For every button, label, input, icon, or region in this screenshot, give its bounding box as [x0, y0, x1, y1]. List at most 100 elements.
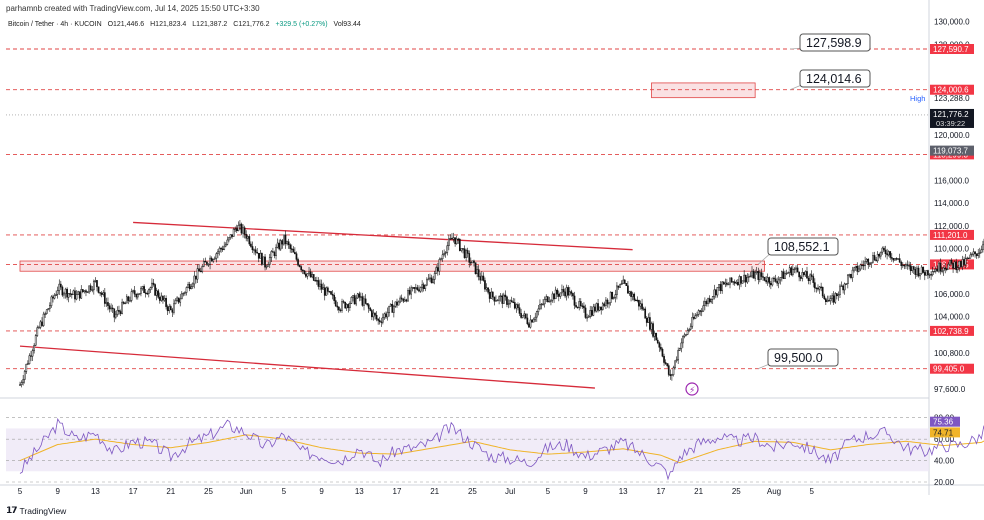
candle-body — [444, 252, 447, 254]
candle-body — [517, 304, 519, 308]
candle-body — [388, 305, 390, 313]
candle-body — [928, 274, 931, 276]
candle-body — [832, 295, 835, 303]
candle-body — [451, 237, 453, 240]
candle-body — [873, 255, 876, 261]
support-zone — [651, 82, 756, 99]
candle-body — [334, 300, 337, 307]
candle-body — [609, 291, 612, 303]
candle-body — [237, 225, 240, 232]
candle-body — [452, 237, 455, 240]
candle-body — [856, 265, 859, 272]
price-tick-label: 97,600.0 — [934, 385, 966, 394]
candle-body — [440, 258, 442, 260]
candle-body — [30, 355, 32, 357]
candle-body — [936, 268, 939, 272]
price-tick-label: 114,000.0 — [934, 199, 970, 208]
candle-body — [872, 255, 874, 263]
candle-body — [353, 295, 356, 305]
candle-body — [633, 293, 636, 301]
candle-body — [198, 268, 200, 272]
candle-body — [630, 291, 632, 297]
candle-body — [927, 270, 929, 276]
candle-body — [212, 259, 215, 262]
candle-body — [980, 249, 983, 254]
candle-body — [323, 287, 326, 296]
candle-body — [375, 314, 378, 320]
candle-body — [978, 252, 981, 254]
candle-body — [187, 284, 189, 288]
candle-body — [886, 253, 888, 256]
candle-body — [788, 267, 791, 273]
candle-body — [890, 257, 893, 259]
candle-body — [80, 289, 83, 299]
candle-body — [534, 316, 537, 320]
candle-body — [641, 303, 643, 310]
candle-body — [257, 252, 260, 259]
candle-body — [81, 289, 84, 292]
candle-body — [99, 292, 101, 294]
candle-body — [567, 287, 570, 296]
level-badge — [930, 259, 974, 270]
candle-body — [246, 236, 249, 239]
candle-body — [748, 276, 750, 278]
candle-body — [185, 287, 188, 293]
candle-body — [460, 248, 463, 251]
candle-body — [31, 350, 34, 357]
countdown-label: 03:39:22 — [936, 119, 965, 128]
candle-body — [229, 234, 232, 238]
callout-label: 108,552.1 — [774, 240, 830, 254]
candle-body — [562, 289, 565, 293]
candle-body — [554, 289, 557, 300]
candle-body — [691, 316, 694, 327]
candle-body — [147, 289, 150, 294]
candle-body — [923, 272, 926, 276]
candle-body — [729, 277, 731, 285]
candle-body — [864, 261, 866, 266]
candle-body — [537, 308, 540, 312]
candle-body — [861, 264, 863, 266]
candle-body — [402, 298, 405, 302]
candle-body — [56, 290, 59, 295]
tradingview-brand[interactable]: TradingView — [19, 505, 67, 516]
candle-body — [774, 278, 777, 282]
time-tick-label: 13 — [91, 487, 100, 496]
candle-body — [33, 345, 35, 351]
candle-body — [787, 272, 789, 274]
candle-body — [121, 301, 123, 314]
candle-body — [550, 299, 552, 302]
candle-body — [50, 296, 53, 306]
candle-body — [437, 267, 439, 272]
candle-body — [597, 303, 599, 311]
candle-body — [358, 293, 361, 298]
candle-body — [441, 254, 444, 260]
symbol-name[interactable]: Bitcoin / Tether · 4h · KUCOIN — [8, 21, 102, 28]
candle-body — [360, 296, 362, 298]
candle-body — [305, 273, 307, 277]
candle-body — [136, 294, 139, 298]
candle-body — [807, 277, 810, 281]
candle-body — [655, 332, 658, 341]
candle-body — [595, 303, 598, 312]
candle-body — [165, 298, 167, 307]
candle-body — [309, 271, 312, 278]
candle-body — [766, 277, 769, 283]
candle-body — [818, 286, 821, 290]
candle-body — [311, 274, 314, 278]
candle-body — [482, 275, 485, 281]
candle-body — [272, 251, 274, 253]
candle-body — [284, 234, 287, 245]
candle-body — [702, 305, 705, 312]
candle-body — [565, 287, 568, 297]
candle-body — [892, 258, 895, 261]
candle-body — [576, 306, 579, 309]
candle-body — [771, 277, 774, 286]
candle-body — [579, 301, 582, 307]
candle-body — [777, 279, 780, 284]
candle-body — [905, 264, 907, 267]
candle-body — [415, 287, 417, 289]
candle-body — [806, 271, 808, 279]
candle-body — [228, 237, 230, 241]
candle-body — [759, 272, 761, 280]
